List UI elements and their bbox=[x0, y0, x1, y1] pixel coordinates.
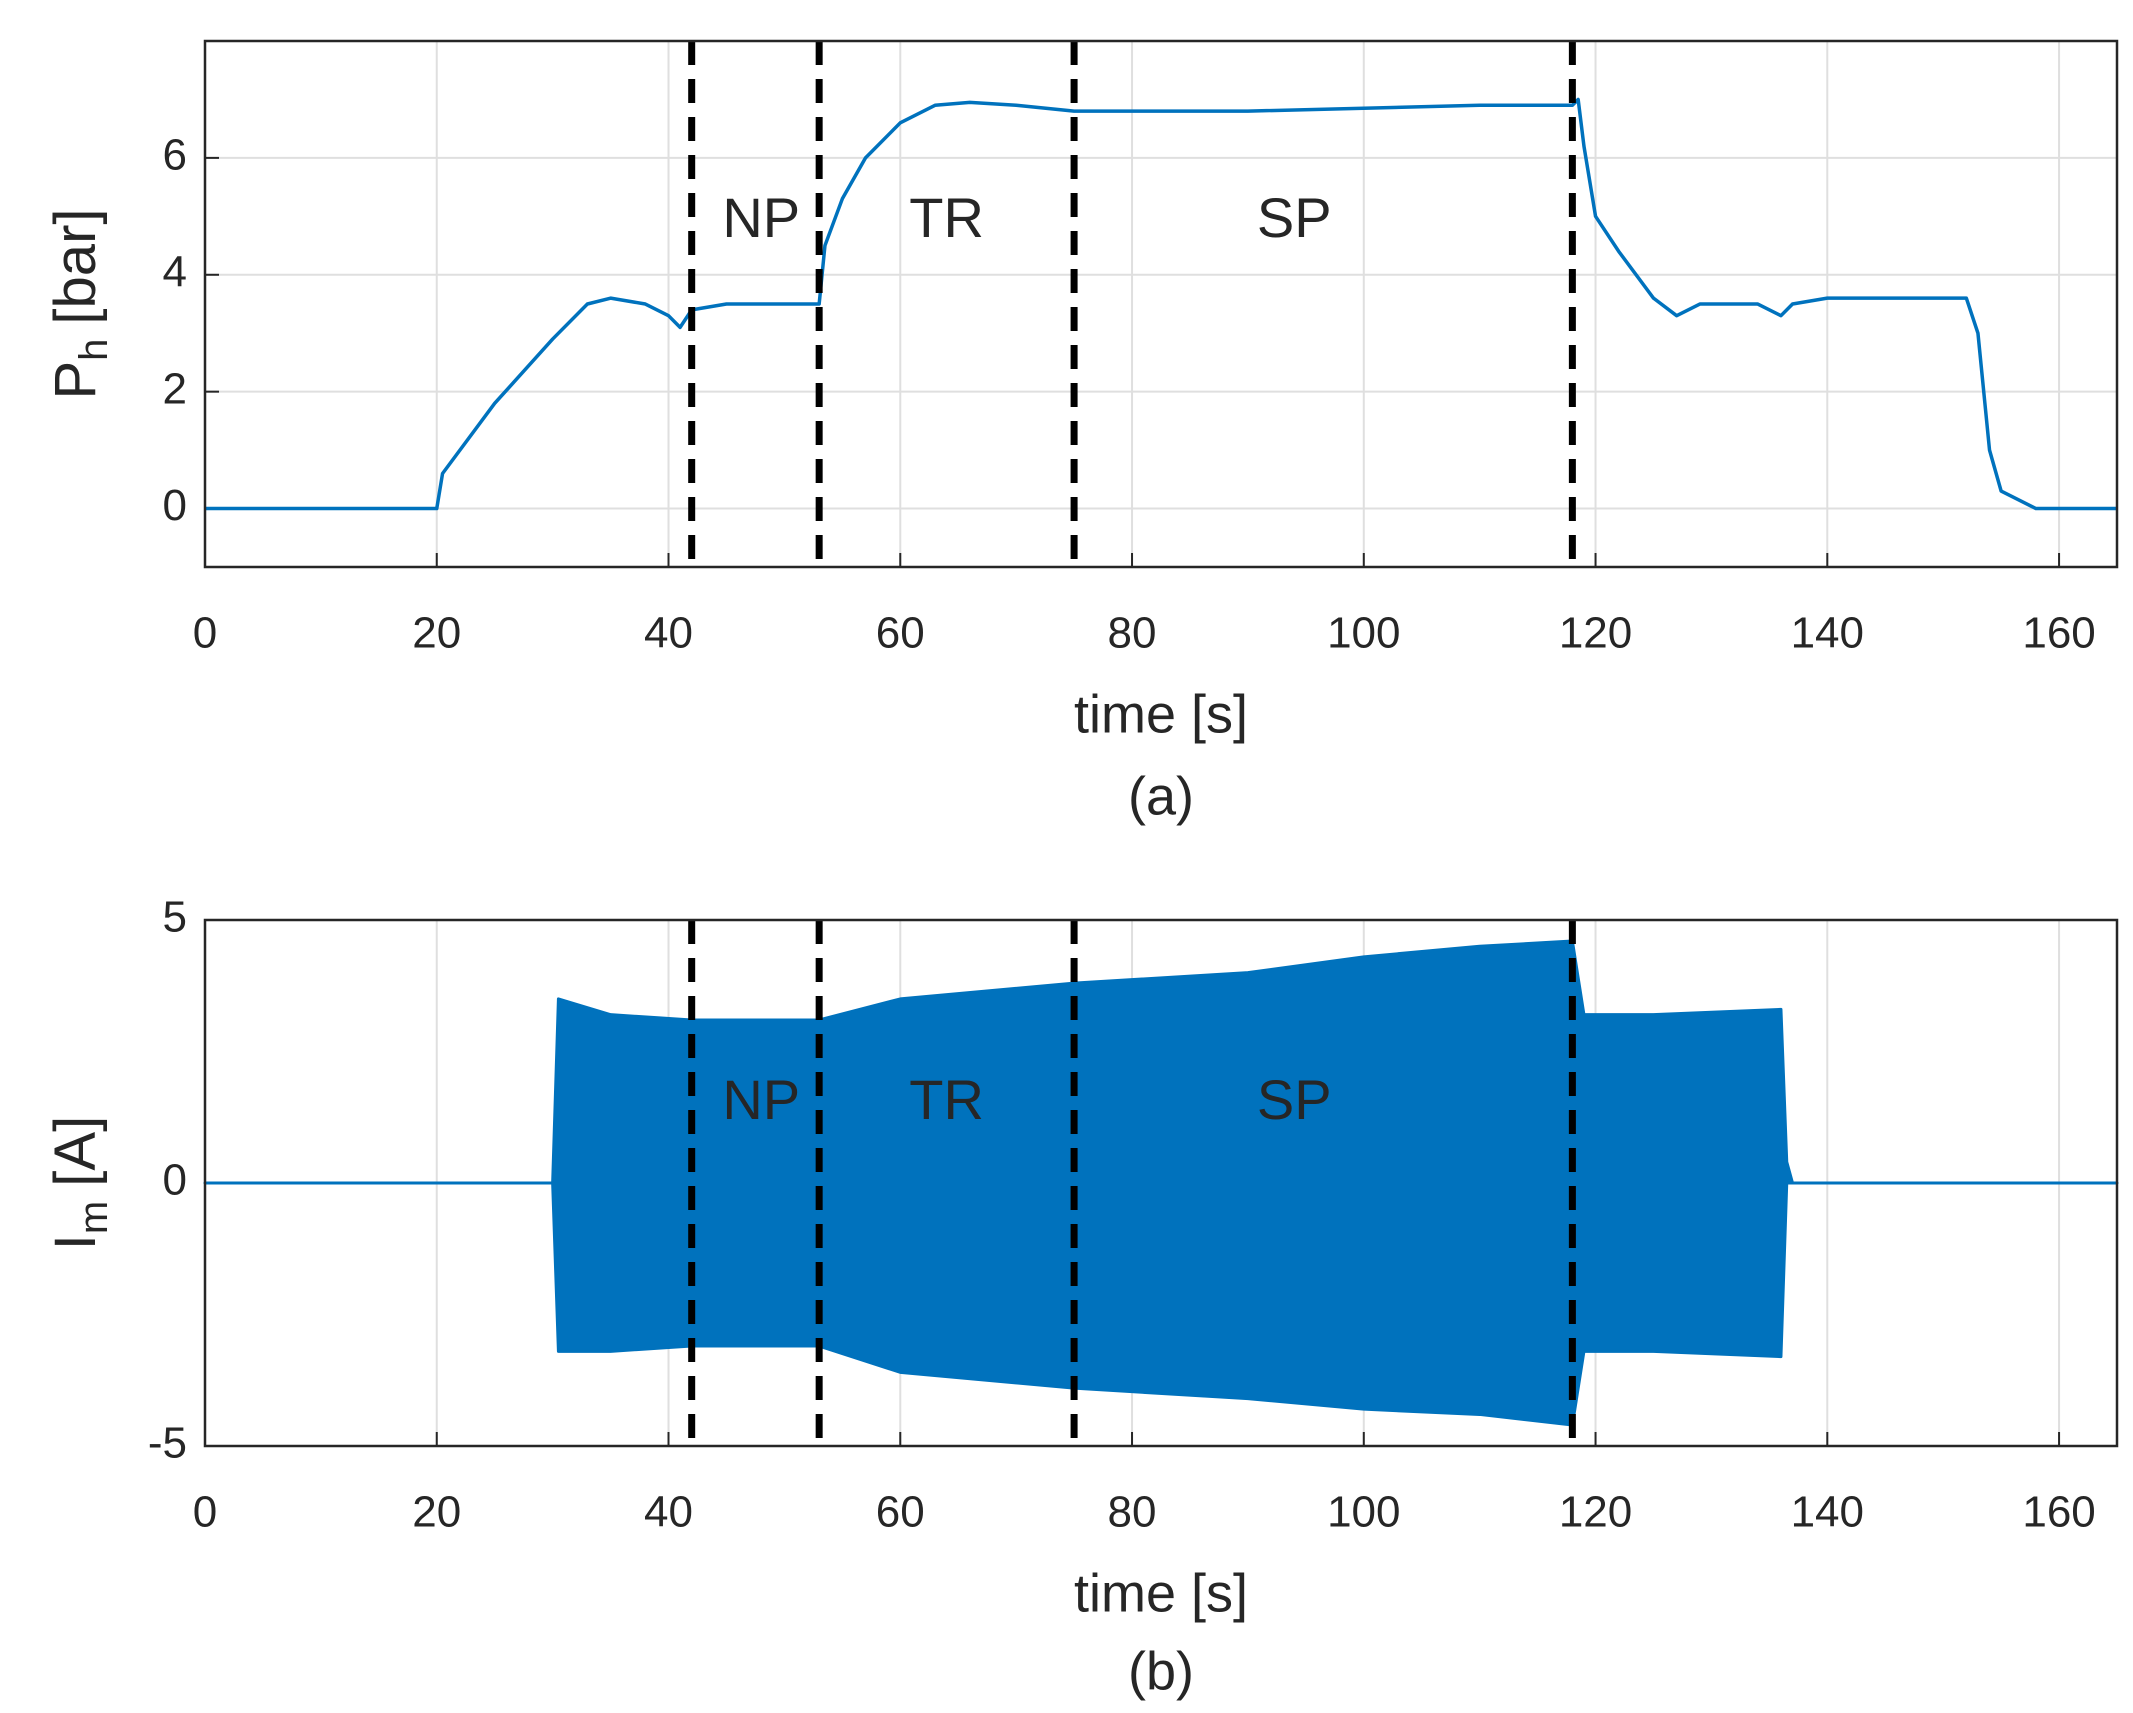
x-tick-label: 120 bbox=[1559, 1488, 1632, 1537]
x-tick-label: 80 bbox=[1108, 609, 1157, 658]
y-tick-label: 2 bbox=[163, 364, 187, 413]
x-tick-label: 160 bbox=[2022, 609, 2095, 658]
x-tick-label: 100 bbox=[1327, 1488, 1400, 1537]
y-axis-label: Im [A] bbox=[43, 1116, 115, 1250]
y-tick-label: 5 bbox=[163, 893, 187, 942]
x-tick-label: 160 bbox=[2022, 1488, 2095, 1537]
x-axis-label: time [s] bbox=[1074, 1563, 1248, 1623]
caption: (b) bbox=[1128, 1641, 1194, 1701]
y-axis-label-unit: [A] bbox=[43, 1116, 108, 1187]
phase-label: NP bbox=[722, 1068, 800, 1131]
y-axis-label-main: P bbox=[43, 361, 108, 400]
axes-box bbox=[203, 39, 2119, 569]
x-tick-label: 120 bbox=[1559, 609, 1632, 658]
x-tick-label: 40 bbox=[644, 1488, 693, 1537]
plot-area bbox=[205, 41, 2117, 567]
data-line bbox=[205, 97, 2117, 511]
y-axis-label-sub: h bbox=[72, 339, 116, 361]
x-tick-label: 20 bbox=[412, 609, 461, 658]
caption: (a) bbox=[1128, 766, 1194, 826]
x-tick-label: 40 bbox=[644, 609, 693, 658]
y-axis-label-sub: m bbox=[72, 1201, 116, 1234]
x-tick-label: 0 bbox=[193, 1488, 217, 1537]
x-tick-label: 0 bbox=[193, 609, 217, 658]
y-axis-label: Ph [bar] bbox=[43, 209, 115, 400]
y-axis-label-main: I bbox=[43, 1234, 108, 1250]
x-tick-label: 140 bbox=[1791, 609, 1864, 658]
y-tick-label: 4 bbox=[163, 247, 187, 296]
phase-label: TR bbox=[909, 1068, 984, 1131]
x-tick-label: 60 bbox=[876, 609, 925, 658]
phase-label: SP bbox=[1257, 1068, 1332, 1131]
y-tick-label: 0 bbox=[163, 1156, 187, 1205]
x-tick-label: 20 bbox=[412, 1488, 461, 1537]
x-axis-label: time [s] bbox=[1074, 684, 1248, 744]
x-tick-label: 60 bbox=[876, 1488, 925, 1537]
axes-box bbox=[203, 918, 2119, 1448]
y-axis-label-unit: [bar] bbox=[43, 209, 108, 325]
x-tick-label: 100 bbox=[1327, 609, 1400, 658]
x-tick-label: 140 bbox=[1791, 1488, 1864, 1537]
phase-label: SP bbox=[1257, 186, 1332, 249]
x-tick-label: 80 bbox=[1108, 1488, 1157, 1537]
phase-label: NP bbox=[722, 186, 800, 249]
y-tick-label: 6 bbox=[163, 131, 187, 180]
y-tick-label: 0 bbox=[163, 481, 187, 530]
y-tick-label: -5 bbox=[148, 1419, 187, 1468]
phase-label: TR bbox=[909, 186, 984, 249]
